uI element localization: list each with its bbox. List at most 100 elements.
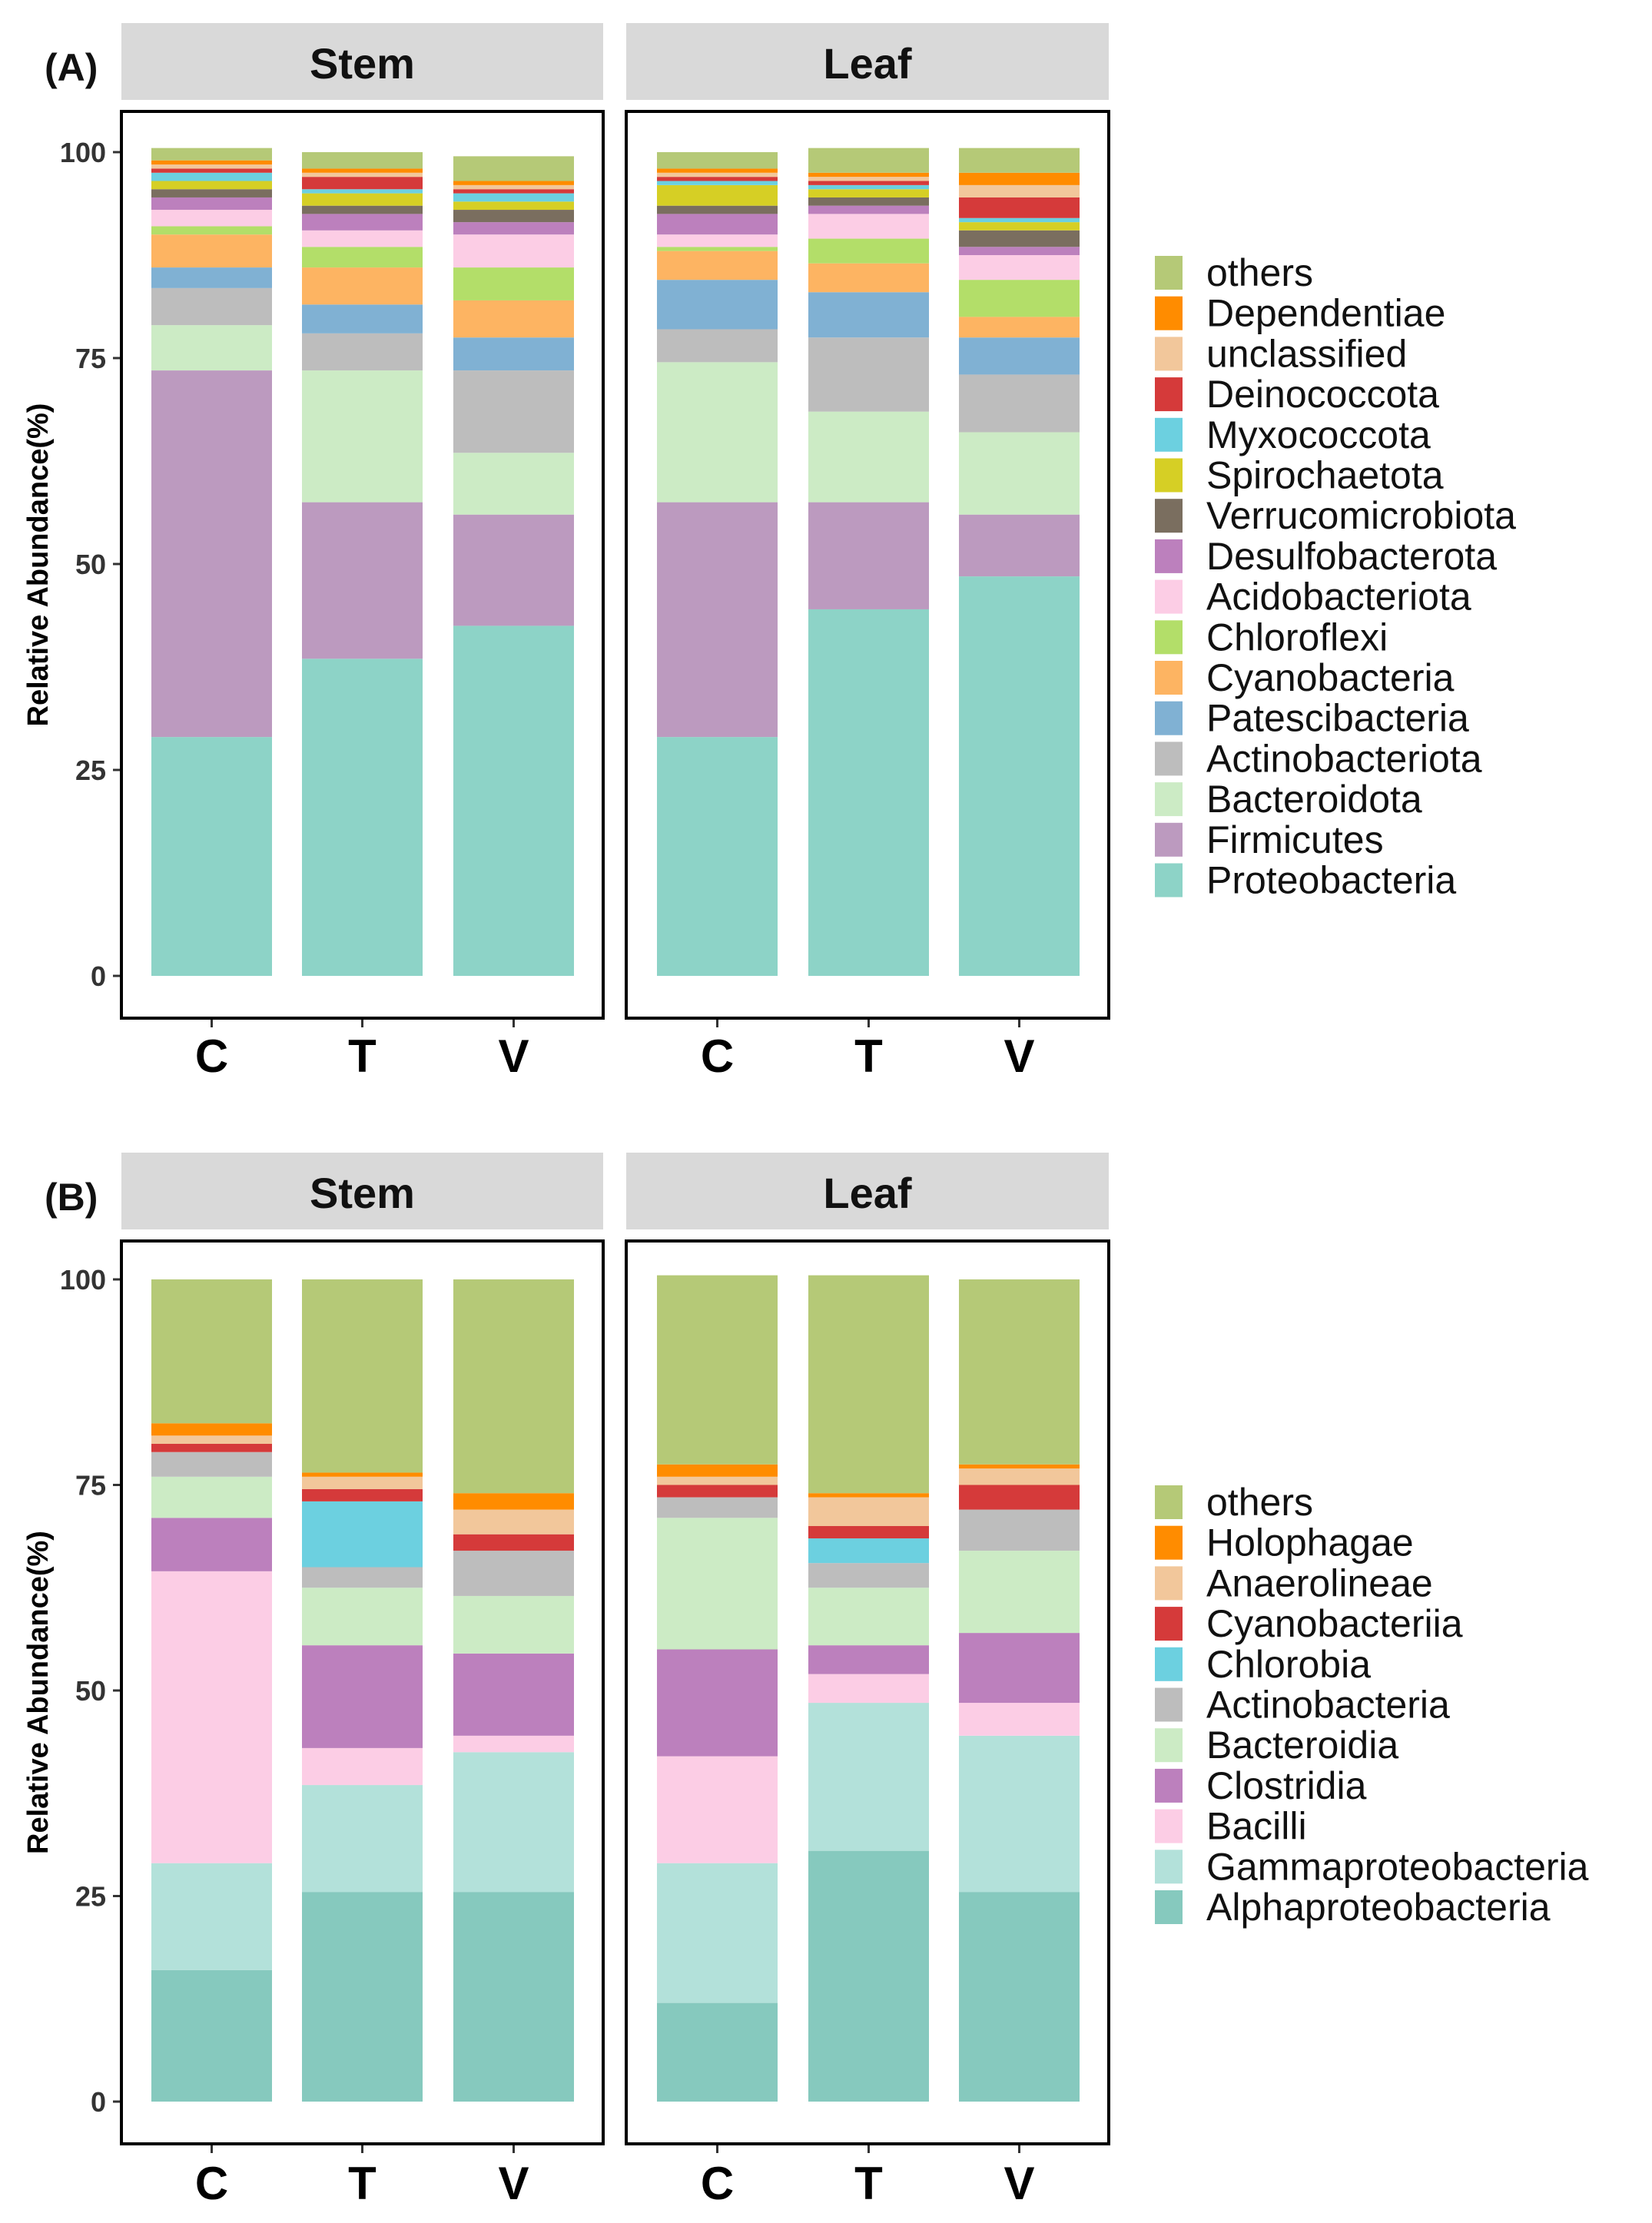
x-tick-label: T — [348, 2158, 377, 2209]
bar-segment-desulfobacterota — [657, 214, 778, 235]
bar-segment-alphaproteobacteria — [959, 1892, 1080, 2102]
y-tick-label: 100 — [60, 137, 106, 168]
bar-segment-patescibacteria — [808, 292, 929, 338]
bar-segment-dependentiae — [151, 160, 272, 165]
bar-segment-gammaproteobacteria — [959, 1735, 1080, 1893]
bar-segment-dependentiae — [808, 172, 929, 178]
bar-segment-verrucomicrobiota — [151, 189, 272, 197]
bar-segment-clostridia — [151, 1518, 272, 1571]
bar-segment-firmicutes — [302, 502, 423, 659]
bar-segment-alphaproteobacteria — [808, 1850, 929, 2102]
bar-segment-anaerolineae — [453, 1509, 574, 1535]
legend-label: Gammaproteobacteria — [1206, 1845, 1589, 1888]
bar-segment-unclassified — [657, 172, 778, 178]
legend-label: Bacilli — [1206, 1805, 1307, 1848]
y-tick-label: 50 — [75, 549, 106, 580]
legend-label: Holophagae — [1206, 1521, 1414, 1564]
bar-segment-dependentiae — [302, 168, 423, 173]
legend-label: Proteobacteria — [1206, 859, 1456, 902]
bar-segment-myxococcota — [808, 184, 929, 190]
bar-segment-chlorobia — [808, 1538, 929, 1564]
y-tick-label: 50 — [75, 1675, 106, 1707]
legend-swatch — [1155, 782, 1183, 817]
bar-segment-proteobacteria — [151, 737, 272, 976]
bar-segment-bacteroidota — [959, 432, 1080, 515]
bar-segment-holophagae — [302, 1472, 423, 1477]
bar-segment-chloroflexi — [151, 226, 272, 235]
bar-segment-dependentiae — [959, 172, 1080, 185]
bar-segment-clostridia — [302, 1645, 423, 1748]
bar-segment-bacilli — [151, 1571, 272, 1863]
bar-segment-bacteroidia — [151, 1476, 272, 1518]
bar-segment-desulfobacterota — [808, 205, 929, 214]
legend-swatch — [1155, 661, 1183, 695]
facet-panel-border — [120, 110, 605, 1020]
bar-segment-cyanobacteria — [302, 267, 423, 305]
legend-swatch — [1155, 742, 1183, 776]
facet-strip-label: Stem — [310, 1169, 415, 1217]
bar-segment-myxococcota — [151, 172, 272, 181]
bar-segment-alphaproteobacteria — [151, 1969, 272, 2102]
bar-segment-alphaproteobacteria — [302, 1892, 423, 2102]
bar-segment-chlorobia — [302, 1501, 423, 1568]
bar-segment-firmicutes — [657, 502, 778, 738]
legend-swatch — [1155, 417, 1183, 452]
bar-segment-cyanobacteria — [151, 234, 272, 268]
y-tick-label: 100 — [60, 1264, 106, 1296]
bar-segment-acidobacteriota — [453, 234, 574, 268]
bar-segment-others — [959, 148, 1080, 173]
bar-segment-desulfobacterota — [151, 197, 272, 211]
bar-segment-holophagae — [151, 1423, 272, 1436]
legend-swatch — [1155, 1607, 1183, 1641]
bar-segment-unclassified — [151, 164, 272, 169]
x-tick-label: T — [854, 2158, 883, 2209]
bar-segment-others — [959, 1279, 1080, 1465]
x-tick-label: T — [854, 1030, 883, 1082]
bar-segment-actinobacteria — [151, 1452, 272, 1477]
legend-swatch — [1155, 499, 1183, 533]
bar-segment-myxococcota — [453, 193, 574, 202]
legend-label: Desulfobacterota — [1206, 535, 1497, 578]
bar-segment-bacteroidota — [657, 362, 778, 503]
bar-segment-anaerolineae — [808, 1497, 929, 1526]
legend-label: Chlorobia — [1206, 1643, 1371, 1686]
bar-segment-cyanobacteriia — [151, 1444, 272, 1452]
bar-segment-bacilli — [302, 1747, 423, 1786]
bar-segment-chloroflexi — [808, 238, 929, 264]
bar-segment-deinococcota — [453, 189, 574, 194]
panel-label: (A) — [45, 46, 98, 89]
legend-label: Chloroflexi — [1206, 615, 1388, 659]
bar-segment-cyanobacteria — [453, 300, 574, 338]
bar-segment-gammaproteobacteria — [302, 1785, 423, 1893]
bar-segment-clostridia — [808, 1645, 929, 1674]
bar-segment-patescibacteria — [302, 304, 423, 333]
bar-segment-gammaproteobacteria — [808, 1703, 929, 1851]
bar-segment-deinococcota — [657, 177, 778, 181]
legend-swatch — [1155, 337, 1183, 371]
legend-label: Dependentiae — [1206, 292, 1445, 335]
bar-segment-bacteroidia — [453, 1595, 574, 1654]
y-axis-label: Relative Abundance(%) — [22, 403, 55, 727]
bar-segment-proteobacteria — [657, 737, 778, 976]
facet-strip-label: Leaf — [823, 39, 911, 88]
bar-segment-others — [151, 1279, 272, 1424]
bar-segment-bacteroidota — [808, 411, 929, 503]
legend-label: others — [1206, 1481, 1313, 1524]
y-tick-label: 75 — [75, 1470, 106, 1501]
y-tick-label: 0 — [91, 961, 106, 992]
legend-swatch — [1155, 458, 1183, 493]
bar-segment-firmicutes — [959, 514, 1080, 577]
bar-segment-cyanobacteriia — [302, 1488, 423, 1501]
bar-segment-actinobacteriota — [302, 333, 423, 371]
bar-segment-acidobacteriota — [657, 234, 778, 247]
legend-swatch — [1155, 256, 1183, 290]
bar-segment-myxococcota — [302, 189, 423, 194]
bar-segment-holophagae — [453, 1493, 574, 1510]
bar-segment-cyanobacteria — [959, 317, 1080, 338]
legend-swatch — [1155, 377, 1183, 412]
bar-segment-firmicutes — [808, 502, 929, 609]
bar-segment-others — [808, 148, 929, 173]
bar-segment-cyanobacteriia — [808, 1526, 929, 1539]
y-tick-label: 25 — [75, 1881, 106, 1913]
